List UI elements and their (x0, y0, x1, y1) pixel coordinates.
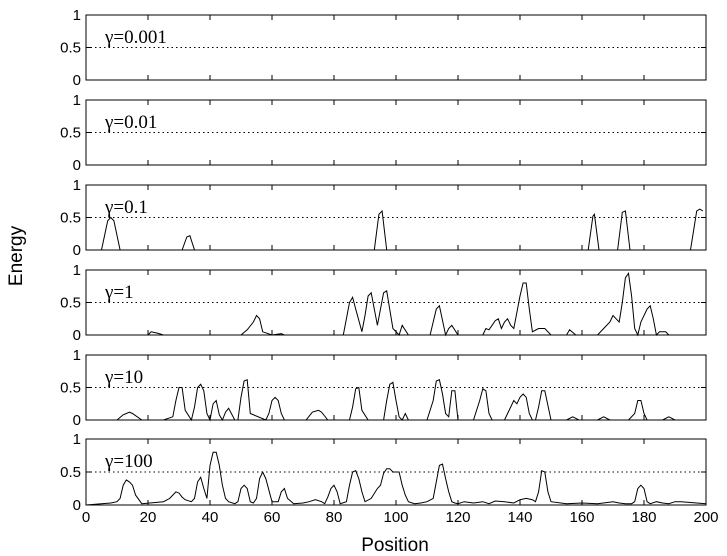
x-tick-label: 200 (693, 509, 718, 526)
panel-1: 0 0.5 1 γ=0.001 (60, 7, 707, 89)
y-tick-label: 0 (73, 242, 81, 259)
panel-2: 0 0.5 1 γ=0.01 (60, 92, 707, 174)
x-tick-label: 160 (569, 509, 594, 526)
panel-label: γ=10 (104, 367, 143, 388)
y-tick-label: 0 (73, 327, 81, 344)
y-tick-label: 1 (73, 347, 81, 364)
x-tick-label: 180 (631, 509, 656, 526)
x-tick-label: 0 (82, 509, 90, 526)
energy-series-line (86, 271, 706, 337)
panel-label: γ=0.001 (104, 27, 167, 48)
y-tick-label: 0.5 (60, 40, 81, 57)
panel-label: γ=0.1 (104, 197, 148, 218)
y-tick-label: 0 (73, 412, 81, 429)
panel-label: γ=100 (104, 451, 153, 472)
panel-label: γ=0.01 (104, 112, 157, 133)
panel-6: 0 0.5 1 γ=100 (60, 431, 707, 514)
y-tick-label: 0.5 (60, 295, 81, 312)
y-tick-label: 0.5 (60, 380, 81, 397)
y-axis-label: Energy (6, 225, 27, 286)
x-tick-label: 140 (507, 509, 532, 526)
x-tick-label: 60 (264, 509, 281, 526)
panel-label: γ=1 (104, 282, 134, 303)
x-tick-label: 20 (140, 509, 157, 526)
y-tick-label: 0.5 (60, 464, 81, 481)
x-axis-label: Position (361, 535, 429, 556)
panels-group: 0 0.5 1 γ=0.001 0 0.5 1 γ=0.01 0 0.5 1 γ=0.1 0 0.5 1 γ=… (60, 7, 718, 526)
y-tick-label: 1 (73, 262, 81, 279)
x-tick-label: 120 (445, 509, 470, 526)
y-tick-label: 0 (73, 157, 81, 174)
y-tick-label: 1 (73, 7, 81, 24)
y-tick-label: 1 (73, 92, 81, 109)
energy-series-line (85, 451, 707, 506)
y-tick-label: 0.5 (60, 210, 81, 227)
x-tick-label: 40 (202, 509, 219, 526)
x-tick-label: 80 (326, 509, 343, 526)
energy-series-line (86, 208, 704, 251)
y-tick-label: 0 (73, 72, 81, 89)
panel-5: 0 0.5 1 γ=10 (60, 347, 707, 429)
y-tick-label: 1 (73, 177, 81, 194)
panel-4: 0 0.5 1 γ=1 (60, 262, 707, 344)
energy-series-line (86, 378, 706, 422)
panel-3: 0 0.5 1 γ=0.1 (60, 177, 707, 259)
x-tick-label: 100 (383, 509, 408, 526)
y-tick-label: 1 (73, 431, 81, 448)
y-tick-label: 0.5 (60, 125, 81, 142)
y-tick-label: 0 (73, 497, 81, 514)
